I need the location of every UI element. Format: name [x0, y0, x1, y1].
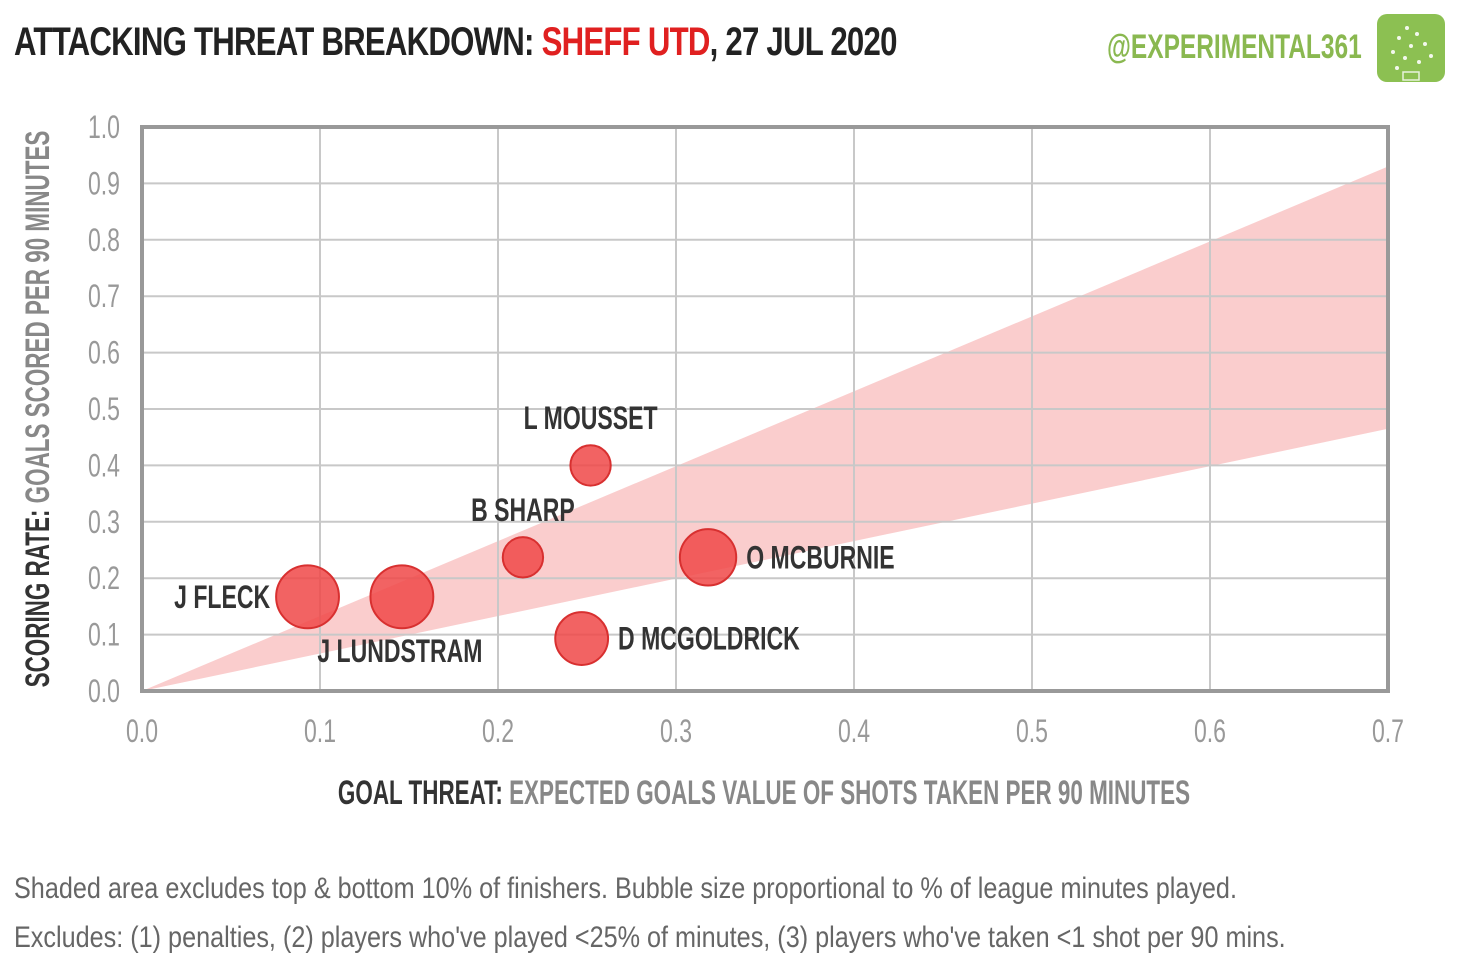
footnote-line-1: Shaded area excludes top & bottom 10% of… [14, 872, 1237, 905]
y-tick-label: 0.6 [88, 335, 120, 371]
x-tick-label: 0.4 [838, 713, 870, 749]
player-bubble [501, 536, 545, 579]
twitter-handle: @EXPERIMENTAL361 [1107, 28, 1362, 66]
pitch-logo-graphic [1391, 26, 1433, 81]
y-axis-title-rest: GOALS SCORED PER 90 MINUTES [19, 131, 57, 504]
y-tick-label: 0.0 [88, 673, 120, 709]
footnotes: Shaded area excludes top & bottom 10% of… [14, 864, 1286, 962]
player-label: L MOUSSET [524, 401, 658, 437]
chart-title: ATTACKING THREAT BREAKDOWN: SHEFF UTD, 2… [14, 20, 897, 65]
x-axis-title: GOAL THREAT: EXPECTED GOALS VALUE OF SHO… [338, 774, 1190, 812]
y-axis-title-bold: SCORING RATE: [19, 503, 57, 687]
y-tick-label: 0.2 [88, 561, 120, 597]
player-label: J LUNDSTRAM [317, 634, 482, 670]
player-label: D MCGOLDRICK [618, 621, 800, 657]
player-label: J FLECK [174, 579, 270, 615]
y-tick-label: 0.9 [88, 166, 120, 202]
x-tick-label: 0.1 [304, 713, 336, 749]
player-label: O MCBURNIE [746, 540, 894, 576]
y-tick-label: 0.4 [88, 448, 120, 484]
player-bubble [678, 528, 738, 587]
x-tick-label: 0.7 [1372, 713, 1404, 749]
pitch-logo-icon [1377, 14, 1445, 82]
y-tick-label: 0.5 [88, 391, 120, 427]
x-tick-label: 0.5 [1016, 713, 1048, 749]
y-axis-title: SCORING RATE: GOALS SCORED PER 90 MINUTE… [19, 131, 57, 688]
x-axis-title-rest: EXPECTED GOALS VALUE OF SHOTS TAKEN PER … [509, 774, 1190, 812]
player-bubble [569, 444, 612, 487]
x-axis-title-bold: GOAL THREAT: [338, 774, 509, 812]
player-bubble [554, 611, 610, 666]
x-tick-label: 0.0 [126, 713, 158, 749]
y-tick-label: 1.0 [88, 109, 120, 145]
y-tick-label: 0.7 [88, 279, 120, 315]
footnote-line-2: Excludes: (1) penalties, (2) players who… [14, 921, 1286, 954]
title-date: , 27 JUL 2020 [709, 20, 898, 64]
plot-frame [140, 125, 1390, 693]
title-team: SHEFF UTD [541, 20, 711, 64]
y-tick-label: 0.1 [88, 617, 120, 653]
player-bubble [369, 564, 435, 630]
title-prefix: ATTACKING THREAT BREAKDOWN: [14, 20, 534, 64]
finishing-band [142, 166, 1388, 692]
player-bubble [275, 564, 340, 630]
y-tick-label: 0.8 [88, 222, 120, 258]
y-tick-label: 0.3 [88, 504, 120, 540]
x-tick-label: 0.2 [482, 713, 514, 749]
x-tick-label: 0.6 [1194, 713, 1226, 749]
player-label: B SHARP [471, 492, 575, 528]
x-tick-label: 0.3 [660, 713, 692, 749]
